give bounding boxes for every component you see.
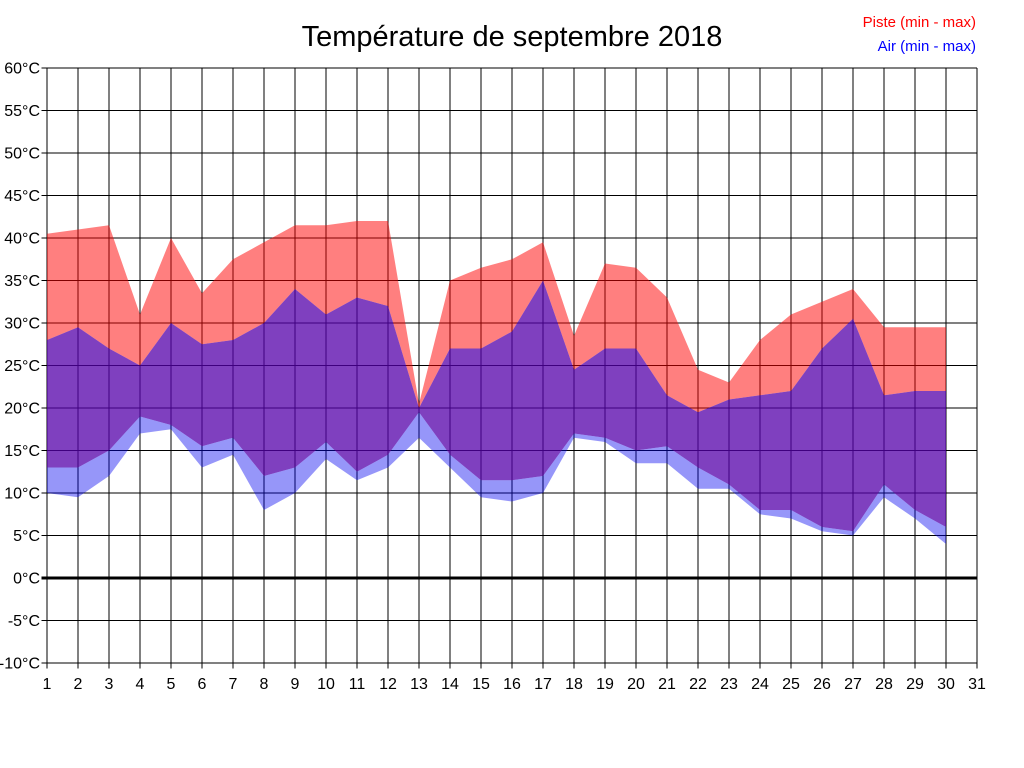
legend-air-label: Air (min - max) bbox=[878, 38, 976, 55]
y-tick-label-55: 55°C bbox=[4, 103, 40, 120]
x-tick-label-5: 5 bbox=[167, 676, 176, 693]
x-tick-label-21: 21 bbox=[658, 676, 676, 693]
x-tick-label-23: 23 bbox=[720, 676, 738, 693]
x-tick-label-27: 27 bbox=[844, 676, 862, 693]
x-tick-label-24: 24 bbox=[751, 676, 769, 693]
x-tick-label-20: 20 bbox=[627, 676, 645, 693]
axis-tick-labels: 1 2 3 4 5 6 7 8 9 10 11 12 13 14 15 16 17 18 19 20 21 22 23 24 2… bbox=[0, 61, 986, 694]
y-tick-label--10: -10°C bbox=[0, 656, 40, 673]
y-tick-label-15: 15°C bbox=[4, 443, 40, 460]
x-tick-label-8: 8 bbox=[260, 676, 269, 693]
x-tick-label-13: 13 bbox=[410, 676, 428, 693]
chart-title: Température de septembre 2018 bbox=[302, 21, 723, 53]
y-tick-label-60: 60°C bbox=[4, 61, 40, 78]
x-tick-label-30: 30 bbox=[937, 676, 955, 693]
x-tick-label-12: 12 bbox=[379, 676, 397, 693]
x-tick-label-25: 25 bbox=[782, 676, 800, 693]
x-tick-label-29: 29 bbox=[906, 676, 924, 693]
temperature-bands bbox=[47, 221, 946, 544]
y-tick-label-20: 20°C bbox=[4, 401, 40, 418]
x-tick-label-22: 22 bbox=[689, 676, 707, 693]
x-tick-label-16: 16 bbox=[503, 676, 521, 693]
y-tick-label-30: 30°C bbox=[4, 316, 40, 333]
y-tick-label-35: 35°C bbox=[4, 273, 40, 290]
x-tick-label-1: 1 bbox=[43, 676, 52, 693]
y-tick-label-0: 0°C bbox=[13, 571, 40, 588]
x-tick-label-7: 7 bbox=[229, 676, 238, 693]
x-tick-label-3: 3 bbox=[105, 676, 114, 693]
x-tick-label-14: 14 bbox=[441, 676, 459, 693]
x-tick-label-9: 9 bbox=[291, 676, 300, 693]
x-tick-label-10: 10 bbox=[317, 676, 335, 693]
y-tick-label-25: 25°C bbox=[4, 358, 40, 375]
x-tick-label-2: 2 bbox=[74, 676, 83, 693]
x-tick-label-18: 18 bbox=[565, 676, 583, 693]
air-band bbox=[47, 412, 946, 544]
piste-band bbox=[47, 221, 946, 413]
x-tick-label-11: 11 bbox=[349, 676, 366, 693]
y-tick-label--5: -5°C bbox=[8, 613, 40, 630]
y-tick-label-50: 50°C bbox=[4, 146, 40, 163]
x-tick-label-15: 15 bbox=[472, 676, 490, 693]
x-tick-label-19: 19 bbox=[596, 676, 614, 693]
y-tick-label-45: 45°C bbox=[4, 188, 40, 205]
x-tick-label-26: 26 bbox=[813, 676, 831, 693]
x-tick-label-31: 31 bbox=[968, 676, 986, 693]
y-tick-label-5: 5°C bbox=[13, 528, 40, 545]
x-tick-label-6: 6 bbox=[198, 676, 207, 693]
x-tick-label-17: 17 bbox=[534, 676, 552, 693]
x-tick-label-28: 28 bbox=[875, 676, 893, 693]
overlap-band bbox=[47, 280, 946, 532]
legend-piste-label: Piste (min - max) bbox=[863, 14, 976, 31]
y-tick-label-10: 10°C bbox=[4, 486, 40, 503]
x-tick-label-4: 4 bbox=[136, 676, 145, 693]
y-tick-label-40: 40°C bbox=[4, 231, 40, 248]
